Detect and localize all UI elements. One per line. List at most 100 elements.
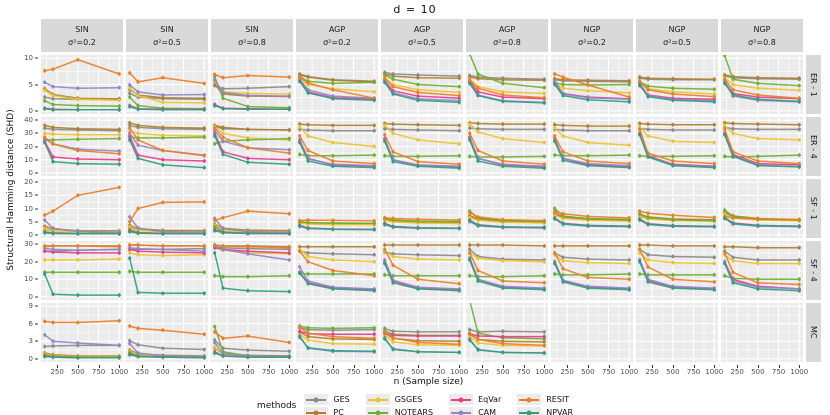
facet-strip-row-MC: MC bbox=[806, 303, 821, 362]
y-tick-mark bbox=[35, 57, 38, 59]
x-tick-mark bbox=[353, 365, 355, 368]
facet-panel-MC-NGP-σ²=0.2 bbox=[551, 303, 633, 362]
legend-key-EqVar bbox=[449, 394, 474, 405]
facet-strip-col-9: NGP σ²=0.8 bbox=[721, 19, 803, 52]
y-tick-mark bbox=[35, 261, 38, 263]
x-tick-mark bbox=[268, 365, 270, 368]
x-tick-mark bbox=[714, 365, 716, 368]
facet-strip-col-4: AGP σ²=0.2 bbox=[296, 19, 378, 52]
x-tick-label: 750 bbox=[601, 368, 616, 376]
x-tick-label: 1000 bbox=[110, 368, 129, 376]
y-tick-label: 20 bbox=[24, 178, 33, 187]
legend-label: NOTEARS bbox=[394, 408, 434, 415]
legend-item-GSGES: GSGES bbox=[365, 393, 433, 406]
x-axis-ticks: 250 500 750 1000 250 500 750 1000 250 500 750 1000 2… bbox=[41, 365, 830, 377]
x-tick-label: 750 bbox=[261, 368, 276, 376]
legend-title: methods bbox=[256, 401, 297, 411]
facet-panel-ER - 1-NGP-σ²=0.2 bbox=[551, 55, 633, 114]
x-tick-label: 500 bbox=[241, 368, 255, 376]
x-tick-label: 750 bbox=[431, 368, 446, 376]
facet-panel-ER - 4-SIN-σ²=0.8 bbox=[211, 117, 293, 176]
facet-panel-ER - 4-NGP-σ²=0.5 bbox=[636, 117, 718, 176]
x-tick-label: 500 bbox=[666, 368, 680, 376]
legend-key-GES bbox=[304, 394, 329, 405]
facet-strip-col-5: AGP σ²=0.5 bbox=[381, 19, 463, 52]
legend-item-PC: PC bbox=[304, 406, 349, 415]
y-tick-labels: 0 3 6 9 bbox=[17, 302, 38, 363]
y-tick-label: 30 bbox=[24, 129, 33, 138]
x-tick-mark bbox=[417, 365, 419, 368]
x-tick-label: 500 bbox=[156, 368, 170, 376]
y-tick-label: 6 bbox=[28, 319, 33, 328]
y-tick-mark bbox=[35, 208, 38, 209]
facet-strip-group-label: AGP bbox=[498, 24, 516, 34]
y-tick-label: 0 bbox=[28, 106, 33, 115]
y-tick-mark bbox=[35, 221, 38, 223]
facet-strip-sigma-label: σ²=0.8 bbox=[493, 37, 521, 47]
facet-panel-ER - 4-SIN-σ²=0.5 bbox=[126, 117, 208, 176]
y-tick-mark bbox=[35, 110, 38, 112]
facet-panel-ER - 4-AGP-σ²=0.2 bbox=[296, 117, 378, 176]
x-tick-label: 500 bbox=[496, 368, 510, 376]
y-tick-mark bbox=[35, 296, 38, 298]
legend-label: EqVar bbox=[478, 395, 502, 404]
y-tick-label: 5 bbox=[28, 217, 33, 226]
legend-item-RESIT: RESIT bbox=[517, 393, 573, 406]
x-tick-label: 250 bbox=[560, 368, 574, 376]
x-tick-mark bbox=[142, 365, 144, 368]
x-tick-mark bbox=[652, 365, 654, 368]
legend-key-CAM bbox=[449, 407, 474, 415]
x-tick-mark bbox=[587, 365, 589, 368]
x-tick-mark bbox=[544, 365, 546, 368]
y-tick-mark bbox=[35, 159, 38, 161]
x-tick-label: 500 bbox=[71, 368, 85, 376]
legend-key-NPVAR bbox=[517, 407, 542, 415]
y-tick-label: 3 bbox=[28, 337, 33, 346]
facet-panel-ER - 4-SIN-σ²=0.2 bbox=[41, 117, 123, 176]
legend-item-NOTEARS: NOTEARS bbox=[365, 406, 434, 415]
x-tick-mark bbox=[502, 365, 504, 368]
y-tick-label: 40 bbox=[24, 116, 33, 125]
y-tick-mark bbox=[35, 84, 38, 85]
legend-key-dot bbox=[375, 410, 381, 415]
x-tick-mark bbox=[438, 365, 440, 368]
facet-strip-sigma-label: σ²=0.8 bbox=[748, 37, 776, 47]
panel-row-SF - 1: 0 5 10 15 20 SF - 1 bbox=[17, 178, 830, 239]
x-tick-label: 750 bbox=[91, 368, 106, 376]
facet-panel-SF - 4-SIN-σ²=0.8 bbox=[211, 241, 293, 300]
x-tick-panel: 250 500 750 1000 bbox=[721, 365, 808, 377]
x-tick-mark bbox=[98, 365, 100, 368]
x-tick-label: 250 bbox=[390, 368, 404, 376]
y-tick-mark bbox=[35, 234, 38, 236]
y-tick-label: 0 bbox=[28, 292, 33, 301]
plot-area: Structural Hamming distance (SHD) SIN σ²=… bbox=[4, 19, 830, 390]
facet-panel-SF - 1-AGP-σ²=0.8 bbox=[466, 179, 548, 238]
facet-panel-ER - 1-SIN-σ²=0.8 bbox=[211, 55, 293, 114]
facet-strip-row-SF - 1: SF - 1 bbox=[806, 179, 821, 238]
facet-strip-col-7: NGP σ²=0.2 bbox=[551, 19, 633, 52]
x-tick-mark bbox=[227, 365, 229, 368]
legend-key-NOTEARS bbox=[365, 407, 390, 415]
y-tick-label: 0 bbox=[28, 230, 33, 239]
x-tick-label: 250 bbox=[645, 368, 659, 376]
y-tick-label: 10 bbox=[24, 275, 33, 284]
x-tick-label: 750 bbox=[346, 368, 361, 376]
facet-strip-col-3: SIN σ²=0.8 bbox=[211, 19, 293, 52]
facet-panel-ER - 1-SIN-σ²=0.2 bbox=[41, 55, 123, 114]
x-tick-label: 750 bbox=[771, 368, 786, 376]
facet-strip-row-label: ER - 4 bbox=[809, 134, 818, 159]
x-tick-label: 500 bbox=[751, 368, 765, 376]
y-tick-mark bbox=[35, 181, 38, 183]
y-tick-label: 5 bbox=[28, 80, 33, 89]
facet-column-strips: SIN σ²=0.2 SIN σ²=0.5 SIN σ²=0.8 AGP σ²=0.2 AGP σ… bbox=[41, 19, 830, 52]
x-tick-label: 1000 bbox=[535, 368, 554, 376]
panel-row-SF - 4: 0 10 20 30 SF - 4 bbox=[17, 240, 830, 301]
legend-label: GSGES bbox=[394, 395, 423, 404]
y-tick-label: 10 bbox=[24, 155, 33, 164]
facet-panel-MC-SIN-σ²=0.5 bbox=[126, 303, 208, 362]
facet-strip-sigma-label: σ²=0.2 bbox=[578, 37, 606, 47]
legend-key-dot bbox=[526, 410, 532, 415]
y-tick-label: 10 bbox=[24, 204, 33, 213]
panel-row-MC: 0 3 6 9 MC bbox=[17, 302, 830, 363]
